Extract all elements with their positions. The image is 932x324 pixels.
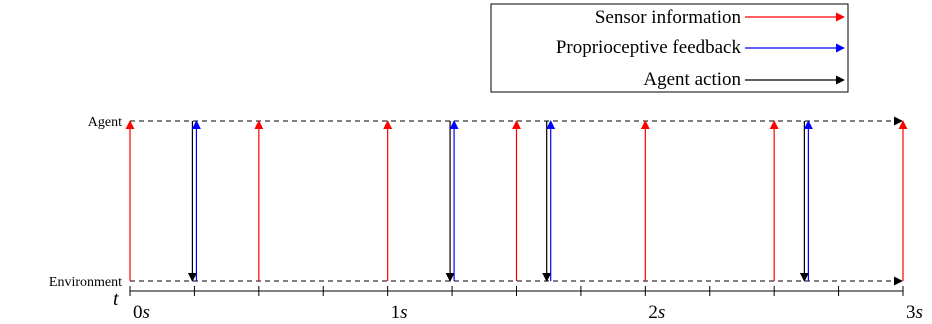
legend: Sensor information Proprioceptive feedba… <box>490 3 849 93</box>
time-axis-symbol: t <box>113 288 119 310</box>
environment-lane-label: Environment <box>49 275 122 290</box>
legend-label-action: Agent action <box>643 69 741 90</box>
time-axis-tick-labels: 0s 1s 2s 3s <box>133 302 923 323</box>
axis-tick-label: 2s <box>648 302 665 323</box>
axis-tick-label: 1s <box>391 302 408 323</box>
axis-tick-label: 3s <box>906 302 923 323</box>
time-axis-ticks <box>129 286 904 296</box>
legend-label-sensor: Sensor information <box>595 7 742 28</box>
axis-tick-label: 0s <box>133 302 150 323</box>
agent-lane-label: Agent <box>88 115 122 130</box>
legend-label-proprioceptive: Proprioceptive feedback <box>556 37 742 58</box>
event-arrows <box>125 120 908 282</box>
